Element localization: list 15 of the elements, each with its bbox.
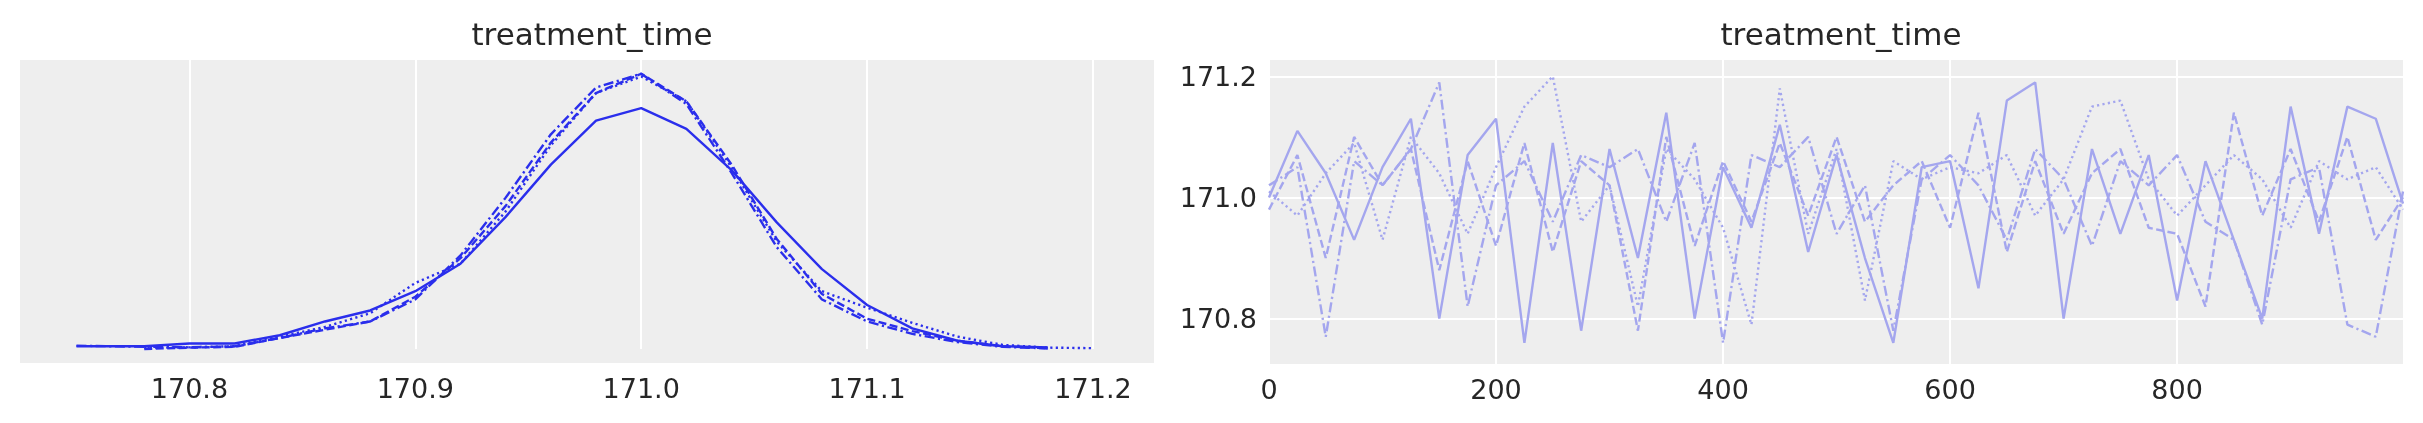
x-tick-label: 171.0 bbox=[602, 373, 680, 404]
chart-title: treatment_time bbox=[1720, 15, 1962, 52]
y-tick-label: 171.2 bbox=[1179, 60, 1257, 92]
x-tick-label: 171.2 bbox=[1054, 373, 1132, 404]
chart-title: treatment_time bbox=[471, 15, 713, 52]
y-tick-label: 171.0 bbox=[1179, 181, 1257, 213]
x-tick-label: 600 bbox=[1924, 374, 1976, 405]
x-tick-label: 171.1 bbox=[828, 373, 906, 404]
x-tick-label: 170.9 bbox=[376, 373, 454, 404]
x-tick-label: 400 bbox=[1697, 374, 1749, 405]
y-tick-label: 170.8 bbox=[1179, 303, 1257, 335]
x-tick-label: 170.8 bbox=[150, 373, 229, 404]
x-tick-label: 200 bbox=[1470, 374, 1522, 405]
x-tick-label: 800 bbox=[2151, 374, 2203, 405]
x-tick-label: 0 bbox=[1260, 374, 1278, 405]
